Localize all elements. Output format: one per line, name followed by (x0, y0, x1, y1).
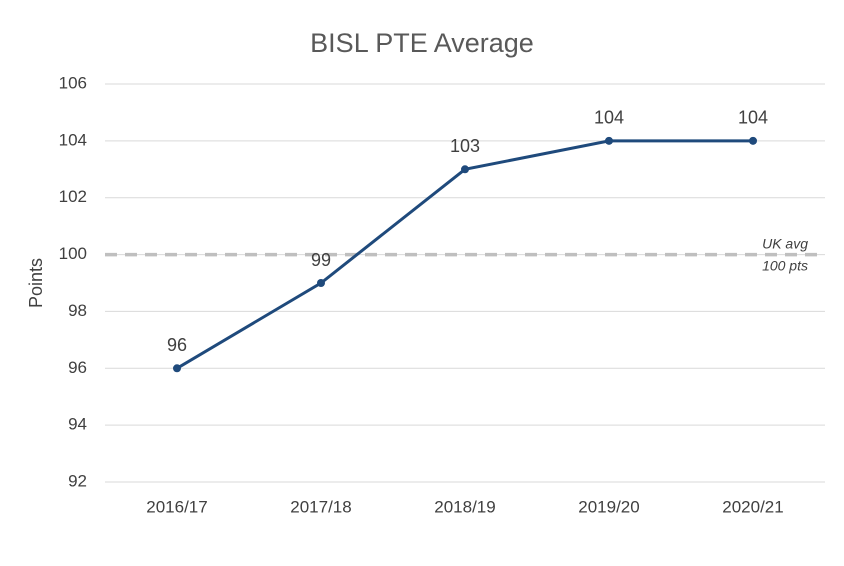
x-tick-label: 2017/18 (290, 497, 351, 516)
y-tick-label: 92 (68, 471, 87, 490)
value-label: 99 (311, 250, 331, 270)
value-label: 104 (594, 108, 624, 128)
x-tick-label: 2020/21 (722, 497, 783, 516)
point (317, 279, 325, 287)
point (461, 165, 469, 174)
y-tick-label: 94 (68, 415, 87, 434)
x-tick-label: 2019/20 (578, 497, 639, 516)
reference-label: UK avg (762, 235, 808, 251)
y-tick-label: 102 (59, 187, 87, 206)
reference-label: 100 pts (762, 257, 808, 273)
chart-title: BISL PTE Average (310, 28, 534, 58)
y-tick-label: 104 (59, 130, 87, 149)
y-tick-label: 106 (59, 73, 87, 92)
value-label: 96 (167, 335, 187, 355)
value-label: 103 (450, 136, 480, 156)
value-label: 104 (738, 108, 768, 128)
y-tick-label: 96 (68, 358, 87, 377)
y-tick-label: 100 (59, 244, 87, 263)
x-tick-label: 2016/17 (146, 497, 207, 516)
point (173, 364, 181, 373)
x-tick-label: 2018/19 (434, 497, 495, 516)
point (605, 136, 613, 145)
y-tick-label: 98 (68, 301, 87, 320)
point (749, 136, 757, 145)
y-axis-label: Points (26, 258, 46, 308)
